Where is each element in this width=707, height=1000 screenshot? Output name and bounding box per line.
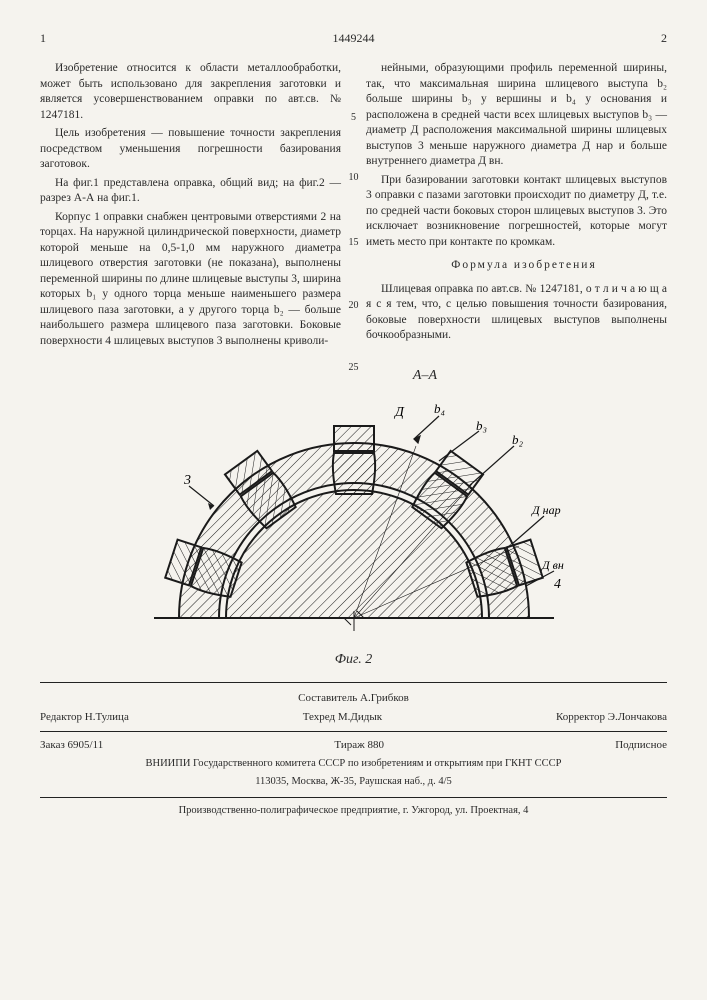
page-number-right: 2	[637, 30, 667, 46]
column-left: Изобретение относится к области металлоо…	[40, 61, 341, 352]
paragraph: Корпус 1 оправки снабжен центровыми отве…	[40, 210, 341, 350]
label-b4: b₄	[434, 401, 446, 416]
circulation: Тираж 880	[334, 738, 384, 753]
paragraph: нейными, образующими профиль переменной …	[366, 61, 667, 170]
label-ref3: 3	[183, 473, 191, 488]
page-number-left: 1	[40, 30, 70, 46]
printing-line: Производственно-полиграфическое предприя…	[40, 797, 667, 818]
line-marker: 25	[345, 361, 363, 375]
paragraph: Изобретение относится к области металлоо…	[40, 61, 341, 123]
label-b2: b₂	[512, 432, 524, 447]
text-columns: 5 10 15 20 25 Изобретение относится к об…	[40, 61, 667, 352]
figure-caption: Фиг. 2	[40, 651, 667, 670]
column-right: нейными, образующими профиль переменной …	[366, 61, 667, 352]
paragraph: На фиг.1 представлена оправка, общий вид…	[40, 176, 341, 207]
page-header: 1 1449244 2	[40, 30, 667, 46]
formula-title: Формула изобретения	[366, 258, 667, 274]
footer-org: ВНИИПИ Государственного комитета СССР по…	[40, 757, 667, 771]
label-Dnar: Д нар	[531, 503, 561, 517]
compiler: Составитель А.Грибков	[298, 691, 409, 706]
credits-block: Составитель А.Грибков Редактор Н.Тулица …	[40, 682, 667, 725]
label-b3: b₃	[476, 418, 487, 433]
label-ref4: 4	[554, 577, 561, 592]
label-D: Д	[393, 405, 405, 420]
patent-number: 1449244	[70, 30, 637, 46]
line-marker: 20	[345, 299, 363, 313]
editor: Редактор Н.Тулица	[40, 710, 129, 725]
figure-block: А–А	[40, 367, 667, 670]
subscription: Подписное	[615, 738, 667, 753]
figure-svg: 3 Д b₄ b₃ b₂ Д нар Д вн 4	[134, 386, 574, 646]
line-marker: 10	[345, 171, 363, 185]
footer-address: 113035, Москва, Ж-35, Раушская наб., д. …	[40, 775, 667, 789]
paragraph: Цель изобретения — повышение точности за…	[40, 126, 341, 173]
footer-block: Заказ 6905/11 Тираж 880 Подписное ВНИИПИ…	[40, 731, 667, 789]
techred: Техред М.Дидык	[303, 710, 382, 725]
paragraph: При базировании заготовки контакт шлицев…	[366, 173, 667, 251]
label-Dvn: Д вн	[541, 558, 564, 572]
corrector: Корректор Э.Лончакова	[556, 710, 667, 725]
line-marker: 5	[345, 111, 363, 125]
order-number: Заказ 6905/11	[40, 738, 103, 753]
line-marker: 15	[345, 236, 363, 250]
paragraph: Шлицевая оправка по авт.св. № 1247181, о…	[366, 282, 667, 344]
